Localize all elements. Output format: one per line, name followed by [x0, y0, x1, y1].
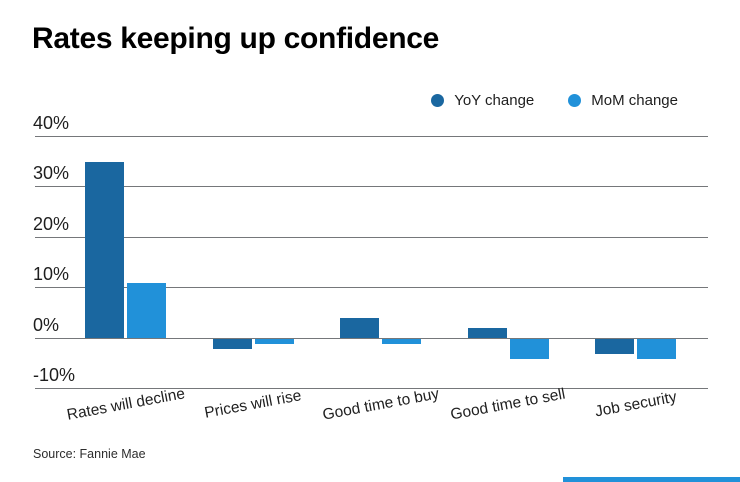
- yoy-bar-4: [468, 328, 507, 338]
- accent-strip: [563, 477, 740, 482]
- mom-bar-2: [255, 339, 294, 344]
- gridline: [35, 186, 708, 187]
- chart-title: Rates keeping up confidence: [32, 22, 439, 55]
- y-axis-tick-label: -10%: [33, 365, 76, 385]
- y-axis-tick-label: 40%: [33, 113, 70, 133]
- yoy-bar-2: [213, 339, 252, 349]
- source-note: Source: Fannie Mae: [33, 447, 146, 461]
- legend-item: MoM change: [568, 92, 678, 109]
- yoy-bar-3: [340, 318, 379, 338]
- mom-bar-3: [382, 339, 421, 344]
- mom-bar-5: [637, 339, 676, 359]
- y-axis-tick-label: 0%: [33, 315, 60, 335]
- gridline: [35, 388, 708, 389]
- legend-item: YoY change: [431, 92, 534, 109]
- gridline: [35, 287, 708, 288]
- gridline: [35, 237, 708, 238]
- y-axis-tick-label: 20%: [33, 214, 70, 234]
- y-axis-tick-label: 10%: [33, 264, 70, 284]
- legend-label: MoM change: [591, 92, 678, 109]
- yoy-bar-5: [595, 339, 634, 354]
- legend-dot-icon: [431, 94, 445, 107]
- mom-bar-4: [510, 339, 549, 359]
- legend: YoY change MoM change: [431, 92, 678, 109]
- mom-bar-1: [127, 283, 166, 338]
- legend-dot-icon: [568, 94, 582, 107]
- legend-label: YoY change: [454, 92, 535, 109]
- gridline: [35, 136, 708, 137]
- yoy-bar-1: [85, 162, 124, 338]
- y-axis-tick-label: 30%: [33, 163, 70, 183]
- gridline: [35, 338, 708, 339]
